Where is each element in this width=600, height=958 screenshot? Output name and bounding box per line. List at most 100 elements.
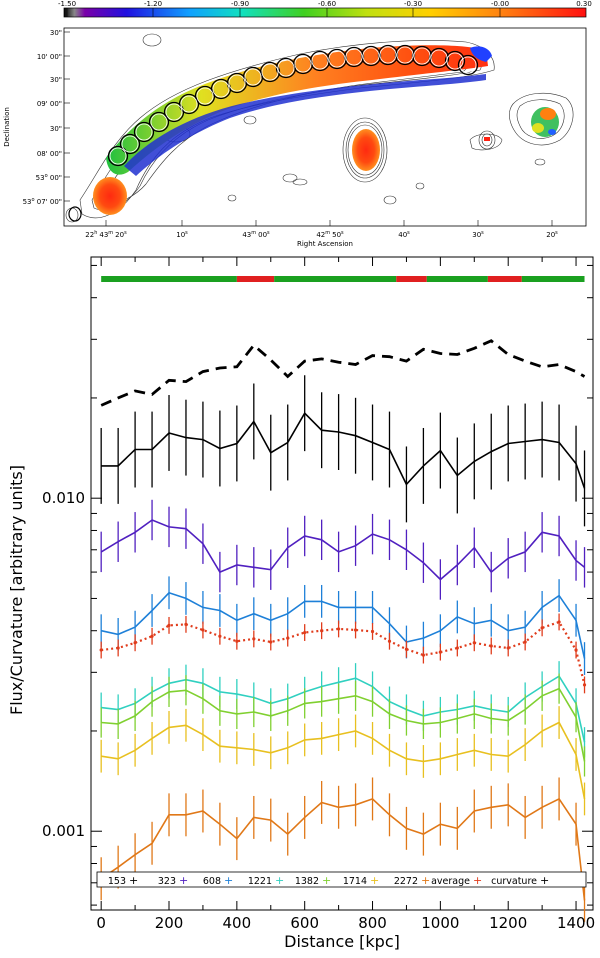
map-xlabel: Right Ascension: [297, 240, 353, 248]
series-153: [100, 375, 586, 527]
point-average: [489, 644, 493, 648]
series-line-curvature: [100, 339, 586, 407]
colorbar-gradient: [63, 7, 587, 18]
ra-tick-label: 20s: [546, 230, 558, 239]
legend-label: average: [431, 876, 470, 887]
series-average: [99, 613, 587, 694]
x-tick-label: 800: [358, 914, 387, 932]
map-ylabel: Declination: [3, 107, 11, 147]
point-average: [218, 634, 222, 638]
map-ticks: [64, 31, 553, 226]
point-average: [574, 648, 578, 652]
series-line-608: [101, 591, 586, 659]
region-segment-3: [396, 276, 427, 282]
x-tick-label: 1000: [421, 914, 459, 932]
point-average: [337, 627, 341, 631]
series-608: [100, 576, 586, 675]
point-average: [582, 683, 587, 687]
legend: 153 +323 +608 +1221 +1382 +1714 +2272 + average +…: [96, 871, 587, 888]
point-average: [201, 628, 205, 632]
plot-ylabel: Flux/Curvature [arbitrary units]: [7, 465, 26, 715]
point-average: [455, 646, 459, 650]
point-average: [404, 647, 409, 651]
legend-box: [96, 871, 587, 888]
legend-symbol: +: [129, 874, 138, 887]
colorbar-tick-label: -0.60: [318, 0, 336, 8]
point-average: [167, 623, 171, 627]
source-small-red: [484, 137, 490, 141]
legend-symbol: +: [224, 874, 233, 887]
series-2272: [100, 777, 586, 922]
ra-tick-label: 40s: [398, 230, 410, 239]
series-1714: [100, 706, 586, 816]
point-average: [540, 626, 544, 630]
legend-symbol: +: [421, 874, 430, 887]
legend-label: 2272: [394, 876, 418, 887]
sky-map: 30" 10' 00" 30" 09' 00" 30" 08' 00" 53o …: [3, 27, 587, 248]
point-average: [286, 636, 290, 640]
x-tick-label: 1200: [489, 914, 527, 932]
point-average: [506, 646, 510, 650]
point-average: [252, 637, 256, 641]
point-average: [320, 629, 324, 633]
region-segment-1: [236, 276, 275, 282]
source-south-west: [93, 177, 127, 215]
legend-symbol: +: [179, 874, 188, 887]
dec-tick-label: 53o 00": [36, 173, 62, 182]
colorbar-tick-label: 0.30: [576, 0, 592, 8]
dec-tick-label: 30": [50, 29, 62, 37]
point-average: [235, 639, 239, 643]
x-tick-label: 0: [96, 914, 106, 932]
ra-tick-label: 42m 50s: [316, 230, 344, 239]
series-layer: [99, 339, 587, 922]
ra-tick-label: 30s: [472, 230, 484, 239]
point-average: [523, 640, 527, 644]
x-tick-label: 200: [155, 914, 184, 932]
y-tick-label: 0.010: [42, 489, 85, 507]
legend-label: curvature: [491, 876, 537, 887]
legend-label: 1714: [343, 876, 367, 887]
ra-tick-label: 43m 00s: [242, 230, 270, 239]
axes-layer: 0 200 400 600 800 1000 1200 1400 0.001 0.010: [42, 257, 595, 932]
point-average: [370, 629, 375, 634]
dec-tick-label: 09' 00": [37, 100, 62, 108]
legend-label: 608: [203, 876, 221, 887]
series-line-153: [101, 411, 586, 489]
colorbar-tick-label: -0.30: [404, 0, 422, 8]
legend-label: 1221: [248, 876, 272, 887]
x-tick-label: 400: [223, 914, 252, 932]
series-line-1221: [101, 675, 586, 743]
point-average: [133, 641, 137, 645]
dec-tick-label: 30": [50, 125, 62, 133]
point-average: [303, 630, 307, 635]
region-segment-4: [426, 276, 488, 282]
series-line-1382: [101, 687, 586, 762]
legend-symbol: +: [370, 874, 379, 887]
legend-symbol: +: [473, 874, 482, 887]
legend-label: 323: [158, 876, 176, 887]
series-1221: [100, 661, 586, 758]
colorbar-tick-label: -1.20: [144, 0, 162, 8]
region-segments: [101, 276, 585, 282]
ra-tick-label: 10s: [176, 230, 188, 239]
dec-tick-label: 10' 00": [37, 53, 62, 61]
point-average: [353, 628, 358, 632]
colorbar-tick-label: -0.90: [231, 0, 249, 8]
region-segment-0: [101, 276, 237, 282]
region-segment-5: [487, 276, 522, 282]
ra-tick-label: 22h 43m 20s: [85, 230, 127, 239]
x-tick-label: 1400: [557, 914, 595, 932]
source-central: [352, 129, 380, 171]
y-tick-label: 0.001: [42, 822, 85, 840]
colorbar-tick-label: -1.50: [58, 0, 76, 8]
point-average: [387, 639, 392, 643]
series-curvature: [100, 339, 586, 407]
series-1382: [100, 673, 586, 777]
point-average: [472, 641, 476, 645]
legend-label: 153: [108, 876, 126, 887]
region-segment-6: [521, 276, 585, 282]
series-323: [100, 499, 586, 600]
colorbar-tick-label: -0.00: [491, 0, 509, 8]
